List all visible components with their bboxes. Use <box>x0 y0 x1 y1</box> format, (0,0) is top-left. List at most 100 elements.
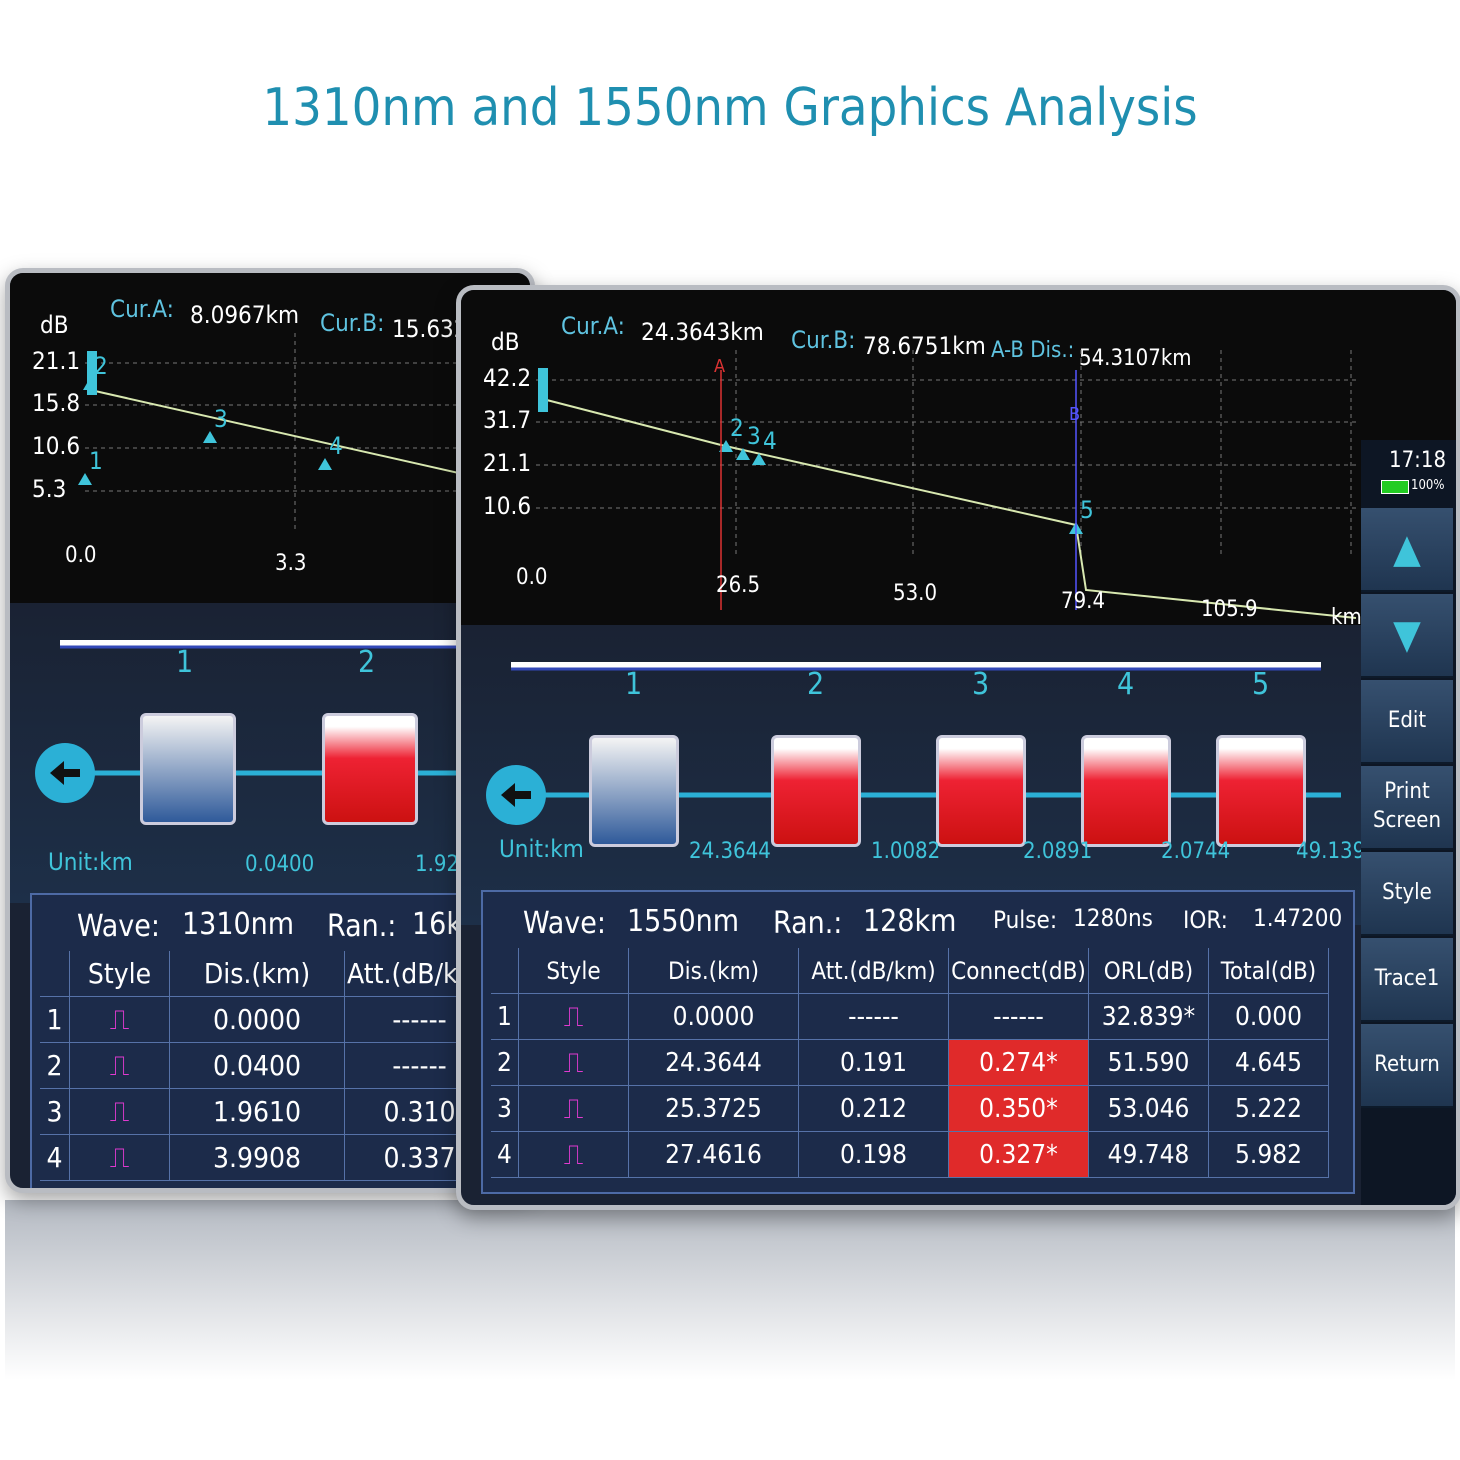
table-cell: 0.337 <box>345 1135 495 1181</box>
table-cell: 3 <box>491 1086 519 1132</box>
scroll-button[interactable]: ▲ <box>1361 508 1453 592</box>
cursor-a: 8.0967km <box>190 301 300 329</box>
param: Wave: <box>77 909 160 944</box>
y-tick-label: 31.7 <box>483 406 532 434</box>
trace-area: dB Cur.A: 24.3643km Cur.B: 78.6751km A-B Dis.… <box>461 290 1456 630</box>
event-marker-label: 3 <box>747 422 761 450</box>
event-marker <box>203 431 217 443</box>
style-icon: ⎍ <box>519 1132 629 1178</box>
table-cell: 3 <box>40 1089 70 1135</box>
cursor-name: A <box>714 356 726 377</box>
side-button[interactable]: Return <box>1361 1024 1453 1108</box>
table-cell: 4.645 <box>1209 1040 1329 1086</box>
header-cell: Dis.(km) <box>629 948 799 994</box>
x-tick-label: 105.9 <box>1201 597 1258 622</box>
trace-area: dB Cur.A: 8.0967km Cur.B: 15.6327km 21.1 15.8 1… <box>10 273 530 603</box>
status-battery: 100% <box>1411 478 1445 493</box>
event-distance: 2.0891 <box>1023 839 1093 864</box>
x-tick-label: 26.5 <box>716 573 761 598</box>
table-cell: 0.212 <box>799 1086 949 1132</box>
table-cell: 32.839* <box>1089 994 1209 1040</box>
event-marker-label: 2 <box>94 352 108 380</box>
event-marker <box>78 473 92 485</box>
cursor-block <box>87 351 97 395</box>
table-cell: 2 <box>40 1043 70 1089</box>
side-button[interactable]: Style <box>1361 852 1453 936</box>
param: 1310nm <box>182 907 295 942</box>
event-marker-label: 1 <box>89 447 103 475</box>
style-icon: ⎍ <box>519 1086 629 1132</box>
page-title: 1310nm and 1550nm Graphics Analysis <box>262 78 1198 138</box>
side-button[interactable]: Edit <box>1361 680 1453 764</box>
x-tick-label: 0.0 <box>65 543 97 568</box>
event-map: 1 2 3 4 5 Unit:km 24.3644 1.0082 2.0891 2.0744 49.… <box>461 625 1378 925</box>
style-icon: ⎍ <box>70 1089 170 1135</box>
style-icon: ⎍ <box>70 1135 170 1181</box>
event-distance: 24.3644 <box>689 839 771 864</box>
event-marker <box>719 440 733 452</box>
table-cell: 0.0000 <box>170 997 345 1043</box>
event-map: 1 2 Unit:km 0.0400 1.921 <box>10 603 530 903</box>
screen-1310: dB Cur.A: 8.0967km Cur.B: 15.6327km 21.1 15.8 1… <box>5 268 535 1193</box>
table-cell: 1 <box>40 997 70 1043</box>
table-cell: ------ <box>345 997 495 1043</box>
trace-plot <box>35 640 510 803</box>
event-icon <box>1216 735 1306 847</box>
x-tick-label: 53.0 <box>893 581 938 606</box>
event-table: Wave: 1310nm Ran.: 16km Style Dis.(km) Att.(dB… <box>30 893 514 1188</box>
table-cell: 0.191 <box>799 1040 949 1086</box>
event-marker <box>83 378 97 390</box>
event-number: 3 <box>972 667 990 702</box>
event-number: 1 <box>176 645 194 680</box>
event-marker <box>318 458 332 470</box>
y-tick-label: 15.8 <box>32 389 81 417</box>
side-button[interactable]: Trace1 <box>1361 938 1453 1022</box>
table-cell: 3.9908 <box>170 1135 345 1181</box>
side-button[interactable]: Print Screen <box>1361 766 1453 850</box>
trace-line <box>94 390 526 489</box>
header-cell <box>40 951 70 997</box>
param: 128km <box>863 904 957 939</box>
event-marker-label: 5 <box>1080 496 1094 524</box>
header-cell: Style <box>519 948 629 994</box>
table-cell: ------ <box>949 994 1089 1040</box>
unit-label: Unit:km <box>499 835 584 863</box>
cursor-b: 78.6751km <box>863 332 986 360</box>
cursor-a: 24.3643km <box>641 318 764 346</box>
table-cell: 4 <box>40 1135 70 1181</box>
battery-icon <box>1381 480 1409 494</box>
header-cell: Dis.(km) <box>170 951 345 997</box>
event-table: Wave: 1550nm Ran.: 128km Pulse: 1280ns IOR: 1.4… <box>481 890 1355 1194</box>
table-cell: 27.4616 <box>629 1132 799 1178</box>
event-marker-label: 4 <box>763 427 777 455</box>
x-tick-label: 79.4 <box>1061 589 1106 614</box>
event-distance: 0.0400 <box>245 852 315 877</box>
table-cell: 5.982 <box>1209 1132 1329 1178</box>
param: 1.47200 <box>1253 904 1343 932</box>
scroll-button[interactable]: ▼ <box>1361 594 1453 678</box>
param: Ran.: <box>773 906 843 941</box>
table-cell: 1 <box>491 994 519 1040</box>
param: Wave: <box>523 906 606 941</box>
unit-label: Unit:km <box>48 848 133 876</box>
event-number: 2 <box>358 645 376 680</box>
event-marker-label: 4 <box>329 432 343 460</box>
table-cell: 0.310 <box>345 1089 495 1135</box>
event-marker <box>752 453 766 465</box>
cursor-a-label: Cur.A: <box>110 295 174 323</box>
param: Pulse: <box>993 906 1058 934</box>
event-distance: 2.0744 <box>1161 839 1231 864</box>
table-cell: 0.327* <box>949 1132 1089 1178</box>
ab-distance: 54.3107km <box>1079 346 1192 371</box>
style-icon: ⎍ <box>70 997 170 1043</box>
side-panel: 17:18 100% ▲ ▼ Edit Print Screen Style Trace1 Re… <box>1361 440 1456 1205</box>
status-time: 17:18 <box>1389 448 1447 473</box>
cursor-a-label: Cur.A: <box>561 312 625 340</box>
table-cell: 0.274* <box>949 1040 1089 1086</box>
table-cell: 51.590 <box>1089 1040 1209 1086</box>
event-marker-label: 3 <box>214 405 228 433</box>
table-cell: 0.0400 <box>170 1043 345 1089</box>
table-cell: 4 <box>491 1132 519 1178</box>
table-cell: 0.350* <box>949 1086 1089 1132</box>
